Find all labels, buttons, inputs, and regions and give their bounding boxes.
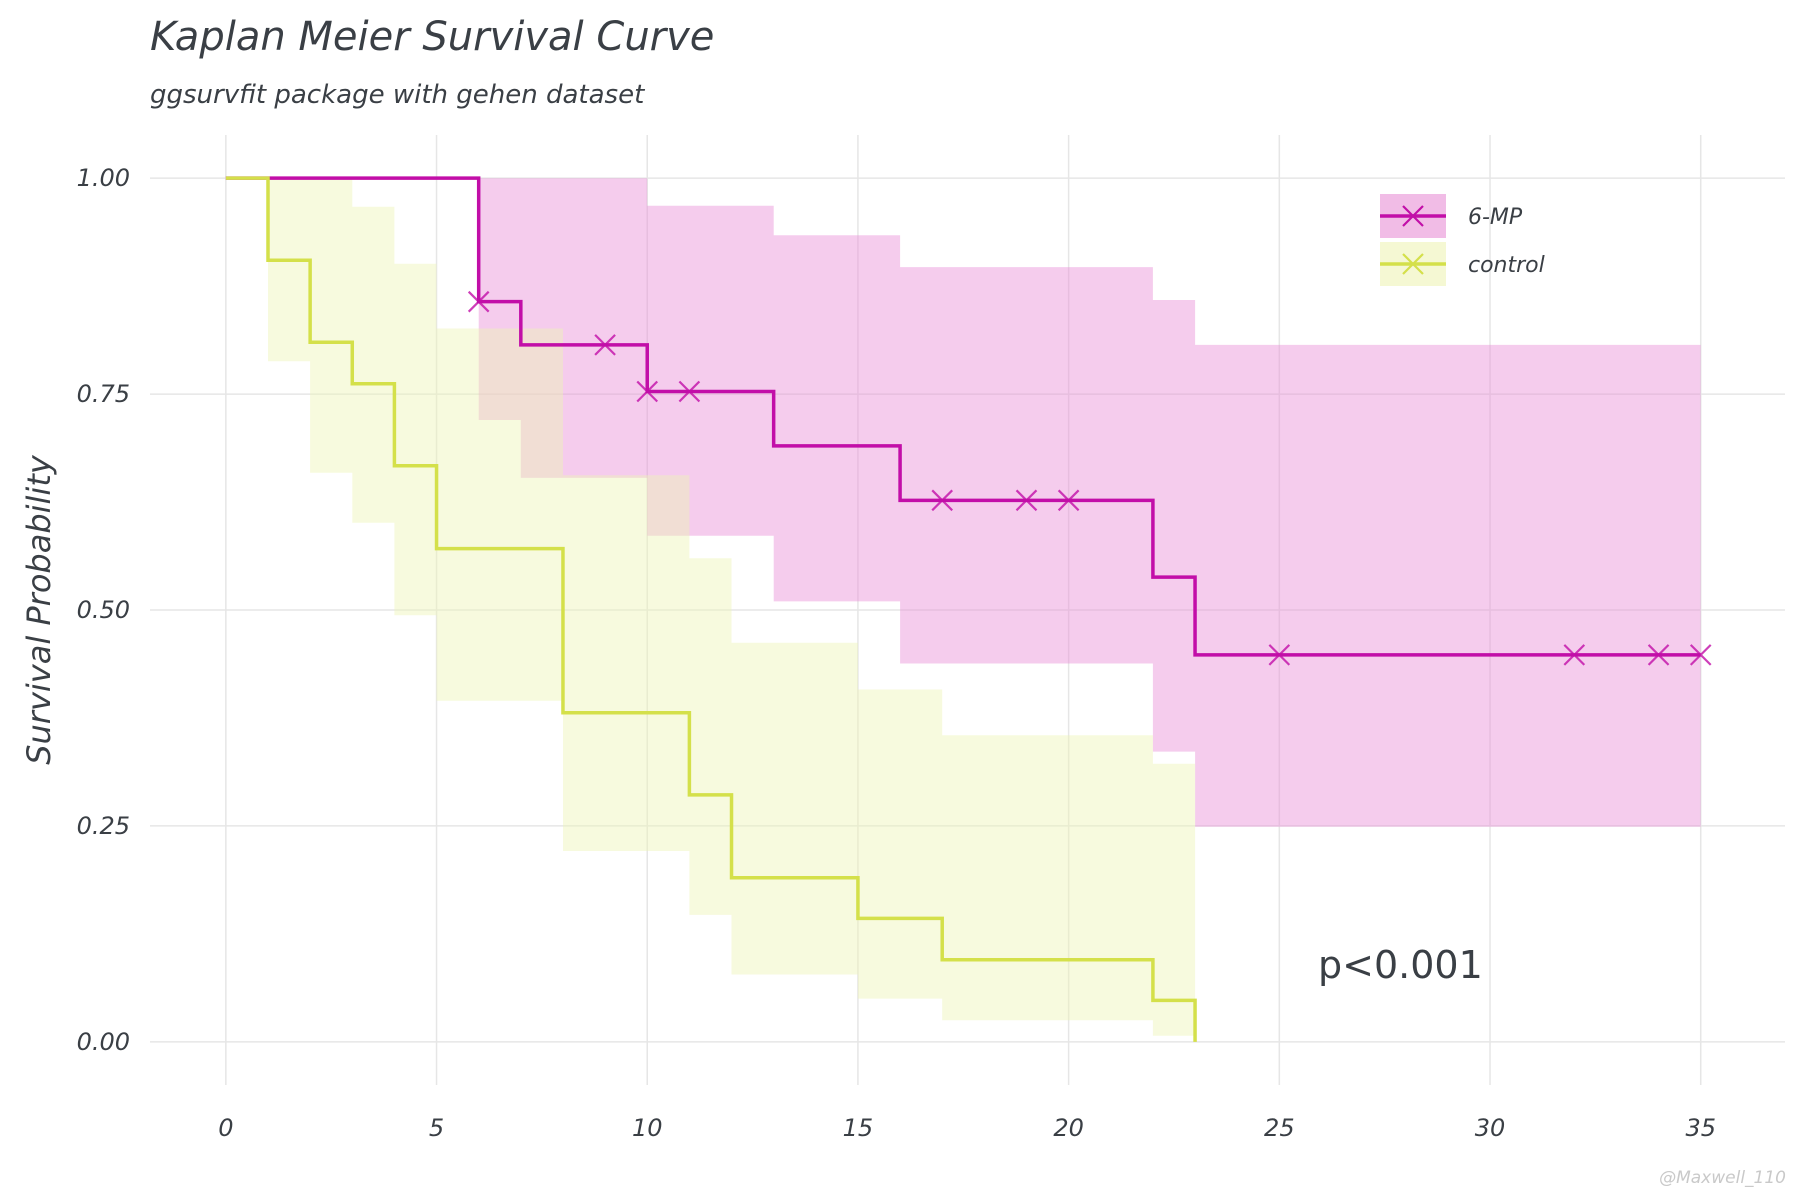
censor-mark — [636, 380, 659, 403]
x-tick-label: 20 — [1053, 1114, 1084, 1142]
y-axis-label: Survival Probability — [20, 454, 58, 765]
x-tick-label: 5 — [429, 1114, 444, 1142]
x-tick-label: 15 — [843, 1114, 874, 1142]
y-tick-label: 0.25 — [77, 812, 130, 840]
survival-line-control — [225, 176, 1197, 1042]
y-tick-label: 0.75 — [77, 380, 130, 408]
confidence-band-6-mp — [225, 178, 1701, 827]
chart-subtitle: ggsurvfit package with gehen dataset — [150, 80, 645, 110]
x-tick-label: 35 — [1685, 1114, 1716, 1142]
p-value-annotation: p<0.001 — [1318, 943, 1483, 987]
y-tick-label: 1.00 — [77, 164, 130, 192]
y-tick-label: 0.00 — [77, 1028, 130, 1056]
censor-mark — [1689, 644, 1712, 666]
x-tick-label: 0 — [218, 1114, 233, 1142]
confidence-band-control — [225, 178, 1196, 1036]
legend-censor-mark — [1402, 205, 1424, 227]
censor-mark — [1563, 644, 1586, 666]
legend-label-6-mp: 6-MP — [1468, 205, 1523, 230]
censor-mark — [1057, 489, 1080, 512]
chart-title: Kaplan Meier Survival Curve — [150, 14, 715, 60]
x-tick-label: 30 — [1475, 1114, 1506, 1142]
legend-label-control: control — [1468, 253, 1545, 278]
censor-mark — [467, 290, 490, 313]
x-tick-label: 25 — [1264, 1114, 1295, 1142]
censor-mark — [1647, 644, 1670, 666]
y-tick-label: 0.50 — [77, 596, 130, 624]
legend-censor-mark — [1402, 253, 1424, 275]
censor-mark — [931, 489, 953, 512]
censor-mark — [1015, 489, 1038, 512]
x-tick-label: 10 — [632, 1114, 663, 1142]
censor-mark — [1268, 644, 1291, 666]
credit-watermark: @Maxwell_110 — [1659, 1168, 1786, 1188]
survival-line-6-mp — [225, 176, 1701, 657]
censor-mark — [678, 380, 701, 403]
censor-mark — [594, 334, 616, 356]
